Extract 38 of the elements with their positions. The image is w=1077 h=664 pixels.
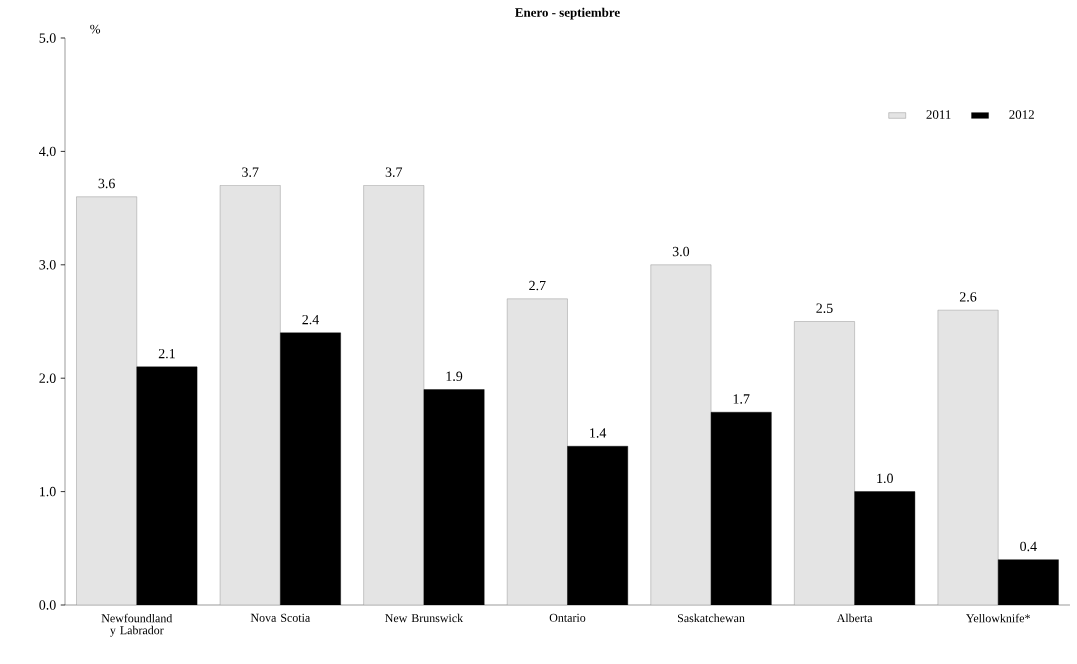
y-tick-label: 2.0 [39, 373, 56, 383]
data-label: 2.1 [158, 348, 175, 359]
y-axis-title: % [90, 24, 101, 34]
data-label: 3.0 [672, 246, 690, 257]
x-tick-label: New Brunswick [385, 613, 464, 623]
data-label: 2.7 [529, 280, 546, 291]
y-tick-label: 3.0 [39, 260, 56, 270]
data-label: 1.0 [877, 473, 893, 484]
bar [76, 196, 137, 605]
data-label: 3.7 [385, 167, 403, 177]
x-tick-label: Newfoundland y Labrador [101, 613, 173, 637]
data-label: 2.4 [302, 314, 320, 325]
bar [937, 309, 999, 605]
y-tick-label: 1.0 [40, 486, 56, 497]
x-tick-label: Ontario [549, 613, 586, 622]
bar [794, 321, 855, 605]
data-label: 1.9 [446, 371, 463, 382]
data-label: 0.4 [1020, 541, 1037, 552]
chart-title: Enero - septiembre [515, 7, 620, 20]
x-tick-label: Saskatchewan [677, 613, 745, 623]
y-tick-label: 0.0 [39, 600, 56, 610]
x-tick-label: Yellowknife* [966, 613, 1030, 623]
bar [219, 185, 281, 605]
data-label: 3.6 [98, 178, 115, 189]
legend-label: 2012 [1009, 110, 1034, 119]
data-label: 3.7 [242, 167, 259, 177]
bar [506, 298, 568, 605]
bar [363, 185, 425, 605]
data-label: 1.4 [590, 428, 607, 438]
x-tick-label: Nova Scotia [250, 613, 311, 622]
y-tick-label: 5.0 [39, 33, 56, 43]
bar [650, 264, 712, 605]
y-tick-label: 4.0 [39, 146, 56, 157]
x-tick-label: Alberta [836, 613, 873, 623]
data-label: 2.5 [816, 303, 833, 313]
legend-label: 2011 [926, 110, 951, 119]
data-label: 2.6 [959, 292, 977, 302]
data-label: 1.7 [733, 394, 750, 404]
